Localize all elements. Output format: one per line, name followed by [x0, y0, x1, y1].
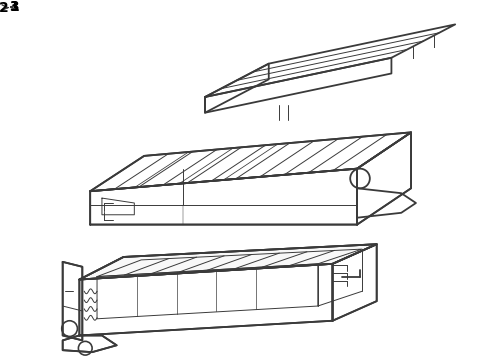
Polygon shape: [79, 244, 377, 279]
Polygon shape: [333, 244, 377, 321]
Text: 3: 3: [9, 0, 19, 14]
Polygon shape: [63, 336, 117, 352]
Polygon shape: [357, 188, 416, 218]
Text: 1: 1: [10, 0, 19, 14]
Polygon shape: [205, 58, 392, 113]
Polygon shape: [357, 132, 411, 225]
Polygon shape: [63, 262, 82, 340]
Polygon shape: [90, 132, 411, 191]
Polygon shape: [79, 264, 333, 336]
Polygon shape: [90, 168, 357, 225]
Polygon shape: [205, 64, 269, 113]
Polygon shape: [205, 24, 455, 97]
Text: 2: 2: [0, 1, 9, 15]
